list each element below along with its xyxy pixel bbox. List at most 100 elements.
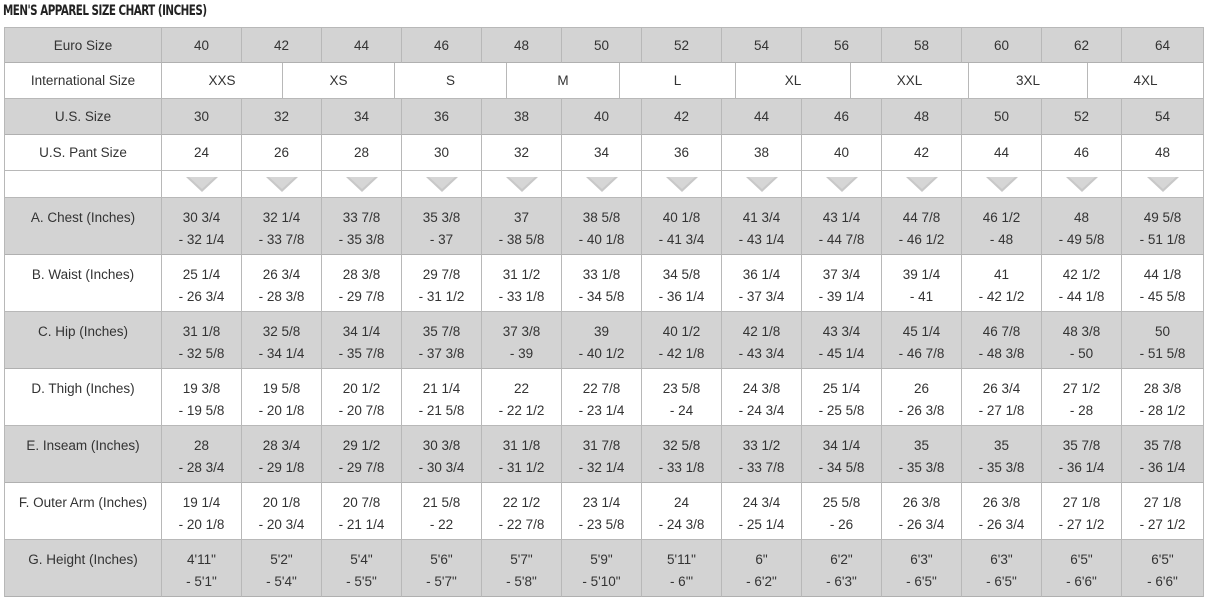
range-start: 5'6" xyxy=(430,552,453,567)
size-cell: 42 xyxy=(242,28,322,63)
range-start: 6'3" xyxy=(910,552,933,567)
row-label: F. Outer Arm (Inches) xyxy=(5,483,162,540)
measurement-cell: 5'6" - 5'7" xyxy=(402,540,482,597)
range-end: - 5'5" xyxy=(346,574,377,589)
measurement-cell: 35 7/8 - 36 1/4 xyxy=(1042,426,1122,483)
range-end: - 33 7/8 xyxy=(258,232,305,247)
range-start: 23 1/4 xyxy=(582,495,621,510)
range-end: - 44 7/8 xyxy=(818,232,865,247)
measurement-cell: 24 - 24 3/8 xyxy=(642,483,722,540)
size-cell: XL xyxy=(736,63,851,99)
measurement-cell: 22 1/2 - 22 7/8 xyxy=(482,483,562,540)
range-end: - 32 1/4 xyxy=(578,460,625,475)
range-start: 5'7" xyxy=(510,552,533,567)
range-end: - 29 1/8 xyxy=(258,460,305,475)
range-end: - 43 1/4 xyxy=(738,232,785,247)
measurement-cell: 19 3/8 - 19 5/8 xyxy=(162,369,242,426)
range-start: 19 5/8 xyxy=(262,381,301,396)
range-start: 31 7/8 xyxy=(582,438,621,453)
range-end: - 20 3/4 xyxy=(258,517,305,532)
range-end: - 23 1/4 xyxy=(578,403,625,418)
range-end: - 5'8" xyxy=(506,574,537,589)
range-start: 35 7/8 xyxy=(1062,438,1101,453)
size-cell: 52 xyxy=(642,28,722,63)
range-end: - 26 3/4 xyxy=(978,517,1025,532)
measurement-cell: 39 1/4 - 41 xyxy=(882,255,962,312)
range-start: 37 3/4 xyxy=(822,267,861,282)
down-triangle-icon xyxy=(505,176,538,192)
size-cell: 56 xyxy=(802,28,882,63)
measurement-cell: 19 1/4 - 20 1/8 xyxy=(162,483,242,540)
range-start: 26 3/8 xyxy=(982,495,1021,510)
range-start: 21 1/4 xyxy=(422,381,461,396)
measurement-cell: 34 1/4 - 35 7/8 xyxy=(322,312,402,369)
range-end: - 35 7/8 xyxy=(338,346,385,361)
size-cell: XXS xyxy=(162,63,283,99)
range-start: 36 1/4 xyxy=(742,267,781,282)
range-end: - 43 3/4 xyxy=(738,346,785,361)
measurement-cell: 48 - 49 5/8 xyxy=(1042,198,1122,255)
measurement-cell: 19 5/8 - 20 1/8 xyxy=(242,369,322,426)
measurement-cell: 35 - 35 3/8 xyxy=(962,426,1042,483)
range-end: - 37 3/8 xyxy=(418,346,465,361)
range-start: 32 5/8 xyxy=(662,438,701,453)
range-start: 5'2" xyxy=(270,552,293,567)
range-end: - 26 3/8 xyxy=(898,403,945,418)
measurement-cell: 32 5/8 - 33 1/8 xyxy=(642,426,722,483)
measurement-cell: 4'11" - 5'1" xyxy=(162,540,242,597)
range-end: - 37 xyxy=(429,232,454,247)
measurement-cell: 6'5" - 6'6" xyxy=(1042,540,1122,597)
range-start: 39 xyxy=(593,324,610,339)
measurement-cell: 46 1/2 - 48 xyxy=(962,198,1042,255)
down-triangle-icon xyxy=(825,176,858,192)
range-end: - 36 1/4 xyxy=(1139,460,1186,475)
range-end: - 26 xyxy=(829,517,854,532)
range-end: - 25 5/8 xyxy=(818,403,865,418)
down-triangle-icon xyxy=(1146,176,1179,192)
range-end: - 6'6" xyxy=(1066,574,1097,589)
arrow-cell xyxy=(1122,171,1204,198)
range-start: 5'9" xyxy=(590,552,613,567)
range-start: 46 7/8 xyxy=(982,324,1021,339)
size-cell: L xyxy=(620,63,736,99)
measurement-cell: 49 5/8 - 51 1/8 xyxy=(1122,198,1204,255)
range-end: - 5'1" xyxy=(186,574,217,589)
range-end: - 39 1/4 xyxy=(818,289,865,304)
range-start: 6'2" xyxy=(830,552,853,567)
range-end: - 32 1/4 xyxy=(178,232,225,247)
range-end: - 21 5/8 xyxy=(418,403,465,418)
measurement-cell: 36 1/4 - 37 3/4 xyxy=(722,255,802,312)
range-end: - 28 1/2 xyxy=(1139,403,1186,418)
range-end: - 31 1/2 xyxy=(418,289,465,304)
range-start: 35 3/8 xyxy=(422,210,461,225)
range-end: - 33 1/8 xyxy=(498,289,545,304)
size-cell: 30 xyxy=(162,99,242,135)
size-cell: 46 xyxy=(1042,135,1122,171)
range-start: 27 1/8 xyxy=(1143,495,1182,510)
range-start: 4'11" xyxy=(187,552,216,567)
range-start: 44 1/8 xyxy=(1143,267,1182,282)
us-pant-row: U.S. Pant Size 24 26 28 30 32 34 36 38 40 42 44 46 48 xyxy=(5,135,1204,171)
measurement-cell: 33 1/2 - 33 7/8 xyxy=(722,426,802,483)
size-cell: 38 xyxy=(722,135,802,171)
measurement-cell: 33 7/8 - 35 3/8 xyxy=(322,198,402,255)
range-end: - 44 1/8 xyxy=(1058,289,1105,304)
down-triangle-icon xyxy=(745,176,778,192)
range-start: 39 1/4 xyxy=(902,267,941,282)
range-start: 26 3/8 xyxy=(902,495,941,510)
range-end: - 30 3/4 xyxy=(418,460,465,475)
range-end: - 6'2" xyxy=(746,574,777,589)
range-end: - 22 7/8 xyxy=(498,517,545,532)
range-end: - 40 1/2 xyxy=(578,346,625,361)
arrow-row xyxy=(5,171,1204,198)
measurement-cell: 28 3/8 - 28 1/2 xyxy=(1122,369,1204,426)
measurement-cell: 32 5/8 - 34 1/4 xyxy=(242,312,322,369)
size-cell: 44 xyxy=(322,28,402,63)
range-start: 20 1/2 xyxy=(342,381,381,396)
size-cell: 64 xyxy=(1122,28,1204,63)
arrow-cell xyxy=(242,171,322,198)
size-cell: 48 xyxy=(482,28,562,63)
range-start: 28 xyxy=(193,438,210,453)
range-start: 40 1/8 xyxy=(662,210,701,225)
row-label: B. Waist (Inches) xyxy=(5,255,162,312)
